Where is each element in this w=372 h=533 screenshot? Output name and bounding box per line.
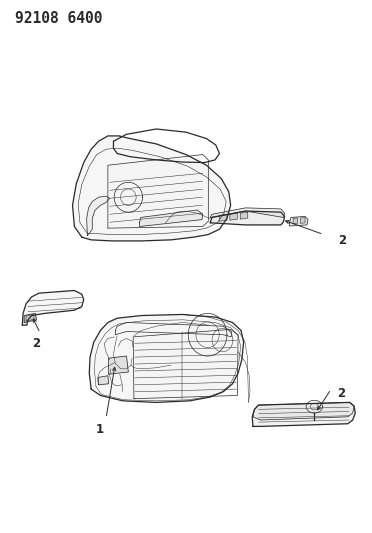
Polygon shape — [133, 329, 238, 399]
Polygon shape — [230, 213, 237, 220]
Polygon shape — [240, 212, 248, 219]
Polygon shape — [108, 155, 208, 228]
Polygon shape — [73, 136, 231, 241]
Polygon shape — [253, 402, 354, 420]
Polygon shape — [22, 290, 84, 325]
Polygon shape — [99, 376, 109, 385]
Polygon shape — [252, 402, 355, 426]
Polygon shape — [210, 208, 285, 217]
Text: 92108 6400: 92108 6400 — [15, 11, 102, 26]
Text: 1: 1 — [96, 423, 104, 435]
Text: 2: 2 — [32, 337, 41, 350]
Polygon shape — [289, 216, 308, 226]
Polygon shape — [89, 314, 244, 402]
Text: 2: 2 — [338, 235, 346, 247]
Polygon shape — [293, 218, 298, 224]
Polygon shape — [87, 196, 110, 236]
Polygon shape — [210, 211, 285, 225]
Polygon shape — [140, 210, 203, 227]
Polygon shape — [109, 356, 128, 374]
Polygon shape — [219, 214, 227, 221]
Text: 2: 2 — [337, 387, 346, 400]
Polygon shape — [301, 217, 305, 223]
Polygon shape — [24, 313, 36, 322]
